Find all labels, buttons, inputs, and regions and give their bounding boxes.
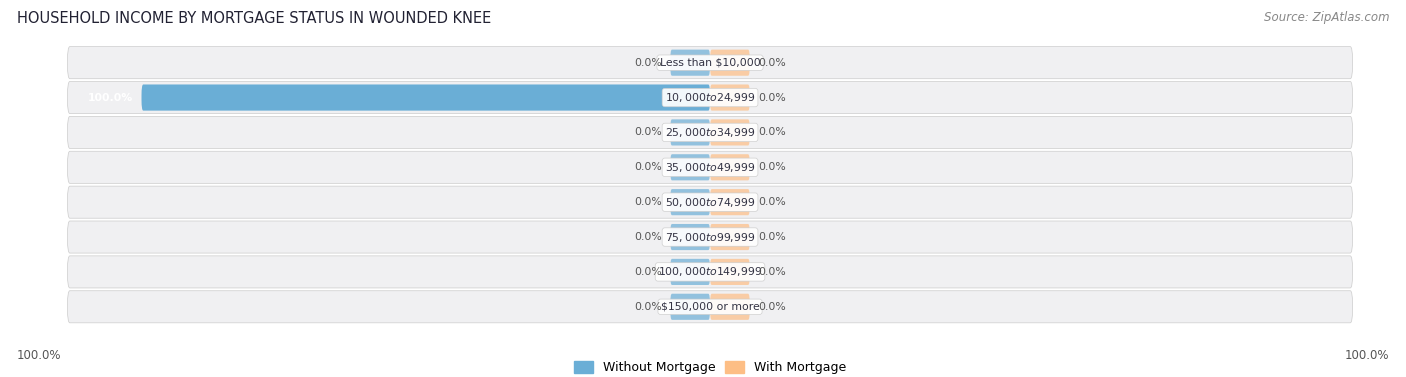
FancyBboxPatch shape: [671, 120, 710, 146]
Text: 0.0%: 0.0%: [758, 127, 786, 138]
Text: 100.0%: 100.0%: [17, 349, 62, 362]
FancyBboxPatch shape: [67, 291, 1353, 323]
Text: 0.0%: 0.0%: [634, 197, 662, 207]
FancyBboxPatch shape: [671, 294, 710, 320]
Text: 0.0%: 0.0%: [634, 58, 662, 68]
FancyBboxPatch shape: [67, 151, 1353, 183]
Text: 0.0%: 0.0%: [758, 92, 786, 103]
Text: $10,000 to $24,999: $10,000 to $24,999: [665, 91, 755, 104]
Text: Source: ZipAtlas.com: Source: ZipAtlas.com: [1264, 11, 1389, 24]
FancyBboxPatch shape: [67, 221, 1353, 253]
Text: 0.0%: 0.0%: [634, 127, 662, 138]
Text: 0.0%: 0.0%: [758, 58, 786, 68]
FancyBboxPatch shape: [142, 84, 710, 110]
Text: Less than $10,000: Less than $10,000: [659, 58, 761, 68]
Text: 100.0%: 100.0%: [1344, 349, 1389, 362]
FancyBboxPatch shape: [671, 189, 710, 215]
Text: $35,000 to $49,999: $35,000 to $49,999: [665, 161, 755, 174]
Text: 0.0%: 0.0%: [634, 302, 662, 312]
FancyBboxPatch shape: [671, 154, 710, 180]
Text: $100,000 to $149,999: $100,000 to $149,999: [658, 265, 762, 278]
FancyBboxPatch shape: [67, 47, 1353, 79]
Text: 0.0%: 0.0%: [634, 162, 662, 172]
Text: 100.0%: 100.0%: [87, 92, 134, 103]
FancyBboxPatch shape: [710, 50, 749, 76]
Text: $50,000 to $74,999: $50,000 to $74,999: [665, 196, 755, 208]
FancyBboxPatch shape: [710, 84, 749, 110]
FancyBboxPatch shape: [710, 189, 749, 215]
Text: 0.0%: 0.0%: [758, 197, 786, 207]
Text: 0.0%: 0.0%: [758, 267, 786, 277]
FancyBboxPatch shape: [671, 50, 710, 76]
FancyBboxPatch shape: [710, 259, 749, 285]
FancyBboxPatch shape: [710, 154, 749, 180]
Text: $150,000 or more: $150,000 or more: [661, 302, 759, 312]
FancyBboxPatch shape: [710, 224, 749, 250]
FancyBboxPatch shape: [710, 120, 749, 146]
Text: 0.0%: 0.0%: [634, 232, 662, 242]
Text: 0.0%: 0.0%: [758, 162, 786, 172]
FancyBboxPatch shape: [671, 259, 710, 285]
FancyBboxPatch shape: [710, 294, 749, 320]
FancyBboxPatch shape: [67, 256, 1353, 288]
Text: HOUSEHOLD INCOME BY MORTGAGE STATUS IN WOUNDED KNEE: HOUSEHOLD INCOME BY MORTGAGE STATUS IN W…: [17, 11, 491, 26]
Text: 0.0%: 0.0%: [758, 232, 786, 242]
Text: $25,000 to $34,999: $25,000 to $34,999: [665, 126, 755, 139]
FancyBboxPatch shape: [671, 224, 710, 250]
FancyBboxPatch shape: [67, 81, 1353, 113]
Legend: Without Mortgage, With Mortgage: Without Mortgage, With Mortgage: [569, 356, 851, 377]
Text: 0.0%: 0.0%: [634, 267, 662, 277]
FancyBboxPatch shape: [67, 116, 1353, 149]
Text: $75,000 to $99,999: $75,000 to $99,999: [665, 231, 755, 244]
FancyBboxPatch shape: [67, 186, 1353, 218]
Text: 0.0%: 0.0%: [758, 302, 786, 312]
